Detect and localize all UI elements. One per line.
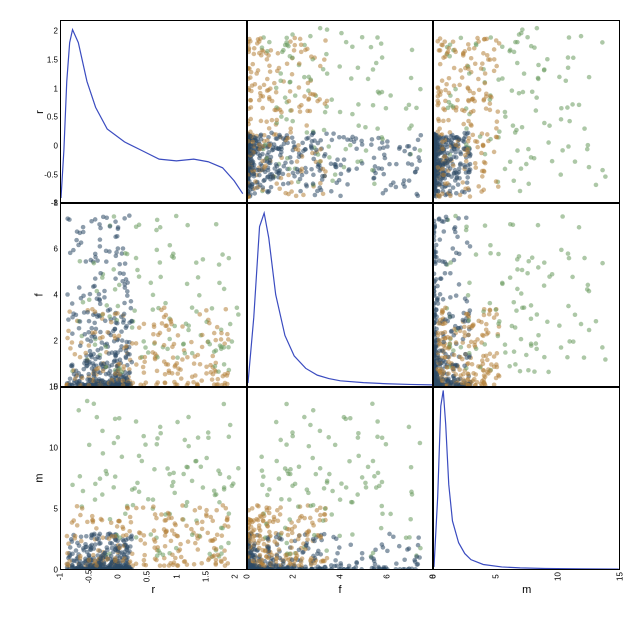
pairplot-grid: -1-0.500.511.52 r 02468 f 051015 m -1-0.… — [20, 20, 620, 610]
xlabel-r: -1-0.500.511.52 r — [60, 570, 247, 610]
xticks-m: 051015 — [433, 568, 620, 582]
panel-r-r — [60, 20, 247, 203]
ylabel-m-text: m — [34, 474, 46, 483]
ylabel-m: 051015 m — [20, 387, 60, 570]
ylabel-f: 02468 f — [20, 203, 60, 386]
panel-f-r — [60, 203, 247, 386]
xlabel-m-text: m — [522, 584, 531, 596]
panel-m-r — [60, 387, 247, 570]
panel-f-m — [433, 203, 620, 386]
ylabel-r-text: r — [34, 110, 46, 114]
ylabel-f-text: f — [34, 293, 46, 296]
panel-m-f — [247, 387, 434, 570]
xlabel-r-text: r — [151, 584, 155, 596]
panel-r-f — [247, 20, 434, 203]
xlabel-f-text: f — [338, 584, 341, 596]
xticks-f: 02468 — [247, 568, 434, 582]
panel-r-m — [433, 20, 620, 203]
xlabel-m: 051015 m — [433, 570, 620, 610]
ylabel-r: -1-0.500.511.52 r — [20, 20, 60, 203]
xticks-r: -1-0.500.511.52 — [60, 568, 247, 582]
xlabel-f: 02468 f — [247, 570, 434, 610]
corner — [20, 570, 60, 610]
panel-m-m — [433, 387, 620, 570]
panel-f-f — [247, 203, 434, 386]
